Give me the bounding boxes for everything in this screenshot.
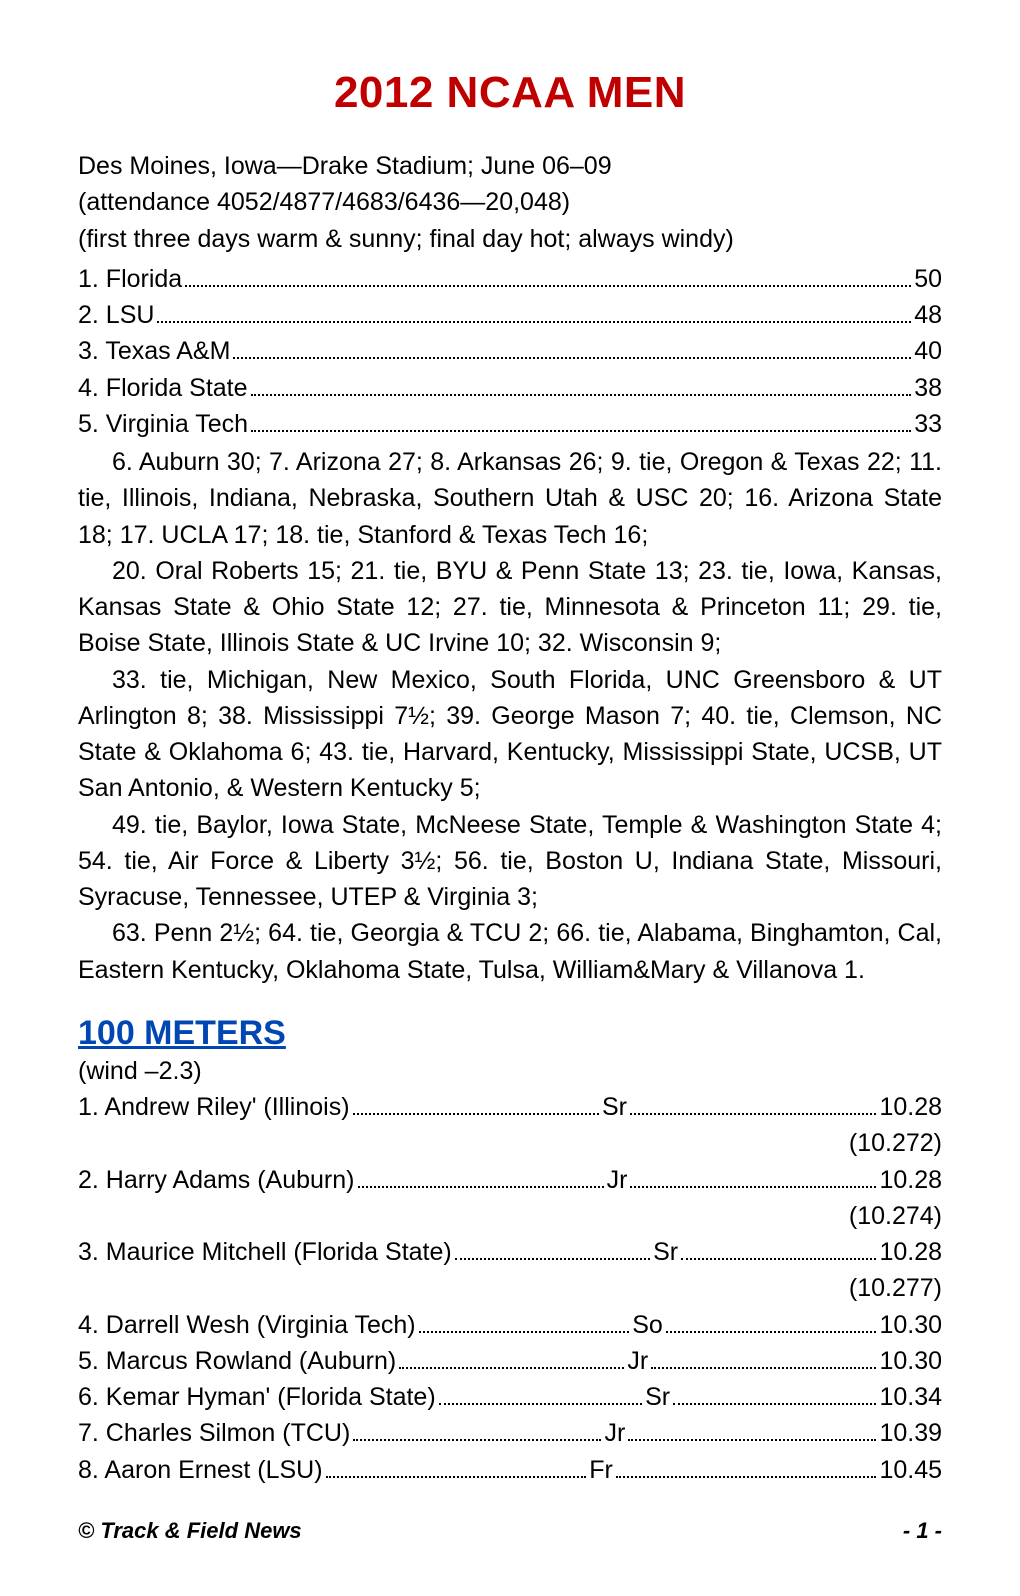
result-precise: (10.274) <box>78 1198 942 1234</box>
result-name: 7. Charles Silmon (TCU) <box>78 1415 350 1451</box>
standings-row: 5. Virginia Tech 33 <box>78 406 942 442</box>
result-row: 7. Charles Silmon (TCU) Jr 10.39 <box>78 1415 942 1451</box>
result-name: 5. Marcus Rowland (Auburn) <box>78 1343 396 1379</box>
standings-paragraph: 63. Penn 2½; 64. tie, Georgia & TCU 2; 6… <box>78 915 942 988</box>
standings-points: 40 <box>914 333 942 369</box>
dot-leader <box>326 1456 587 1477</box>
result-row: 2. Harry Adams (Auburn) Jr 10.28 <box>78 1162 942 1198</box>
meta-line: (first three days warm & sunny; final da… <box>78 221 942 257</box>
standings-team: 3. Texas A&M <box>78 333 230 369</box>
result-class: Fr <box>589 1452 613 1488</box>
result-class: Sr <box>653 1234 678 1270</box>
footer-right: - 1 - <box>903 1518 942 1544</box>
dot-leader <box>630 1094 876 1115</box>
dot-leader <box>251 374 912 395</box>
result-time: 10.30 <box>879 1307 942 1343</box>
result-precise: (10.272) <box>78 1125 942 1161</box>
standings-team: 1. Florida <box>78 261 182 297</box>
standings-paragraph: 49. tie, Baylor, Iowa State, McNeese Sta… <box>78 807 942 916</box>
result-class: So <box>632 1307 663 1343</box>
standings-team: 2. LSU <box>78 297 154 333</box>
result-row: 4. Darrell Wesh (Virginia Tech) So 10.30 <box>78 1307 942 1343</box>
dot-leader <box>439 1384 642 1405</box>
dot-leader <box>630 1166 876 1187</box>
standings-paragraph: 20. Oral Roberts 15; 21. tie, BYU & Penn… <box>78 553 942 662</box>
result-row: 3. Maurice Mitchell (Florida State) Sr 1… <box>78 1234 942 1270</box>
dot-leader <box>399 1348 624 1369</box>
result-precise: (10.277) <box>78 1270 942 1306</box>
standings-paragraph: 33. tie, Michigan, New Mexico, South Flo… <box>78 662 942 807</box>
page-title: 2012 NCAA MEN <box>78 68 942 118</box>
standings-table: 1. Florida502. LSU483. Texas A&M404. Flo… <box>78 261 942 442</box>
result-class: Jr <box>627 1343 648 1379</box>
dot-leader <box>419 1311 630 1332</box>
dot-leader <box>358 1166 604 1187</box>
dot-leader <box>251 411 911 432</box>
standings-points: 33 <box>914 406 942 442</box>
standings-paragraphs: 6. Auburn 30; 7. Arizona 27; 8. Arkansas… <box>78 444 942 988</box>
result-class: Sr <box>645 1379 670 1415</box>
result-row: 6. Kemar Hyman' (Florida State) Sr 10.34 <box>78 1379 942 1415</box>
result-name: 8. Aaron Ernest (LSU) <box>78 1452 323 1488</box>
standings-points: 38 <box>914 370 942 406</box>
standings-team: 4. Florida State <box>78 370 248 406</box>
standings-paragraph: 6. Auburn 30; 7. Arizona 27; 8. Arkansas… <box>78 444 942 553</box>
dot-leader <box>628 1420 876 1441</box>
result-row: 5. Marcus Rowland (Auburn) Jr 10.30 <box>78 1343 942 1379</box>
result-time: 10.30 <box>879 1343 942 1379</box>
meta-line: Des Moines, Iowa—Drake Stadium; June 06–… <box>78 148 942 184</box>
dot-leader <box>353 1420 601 1441</box>
standings-points: 50 <box>914 261 942 297</box>
result-name: 1. Andrew Riley' (Illinois) <box>78 1089 350 1125</box>
dot-leader <box>233 338 911 359</box>
standings-team: 5. Virginia Tech <box>78 406 248 442</box>
dot-leader <box>616 1456 877 1477</box>
standings-row: 3. Texas A&M 40 <box>78 333 942 369</box>
meta-line: (attendance 4052/4877/4683/6436—20,048) <box>78 184 942 220</box>
page-footer: © Track & Field News - 1 - <box>78 1518 942 1544</box>
standings-row: 1. Florida 50 <box>78 261 942 297</box>
standings-row: 2. LSU 48 <box>78 297 942 333</box>
meta-block: Des Moines, Iowa—Drake Stadium; June 06–… <box>78 148 942 257</box>
dot-leader <box>185 266 911 287</box>
result-class: Jr <box>607 1162 628 1198</box>
dot-leader <box>666 1311 877 1332</box>
result-class: Jr <box>604 1415 625 1451</box>
dot-leader <box>673 1384 876 1405</box>
dot-leader <box>651 1348 876 1369</box>
result-name: 2. Harry Adams (Auburn) <box>78 1162 355 1198</box>
event-title: 100 METERS <box>78 1014 942 1053</box>
dot-leader <box>353 1094 599 1115</box>
result-name: 4. Darrell Wesh (Virginia Tech) <box>78 1307 416 1343</box>
dot-leader <box>455 1239 650 1260</box>
result-time: 10.28 <box>879 1234 942 1270</box>
dot-leader <box>157 302 911 323</box>
result-time: 10.28 <box>879 1162 942 1198</box>
footer-left: © Track & Field News <box>78 1518 302 1544</box>
results-block: 1. Andrew Riley' (Illinois) Sr 10.28(10.… <box>78 1089 942 1488</box>
result-time: 10.45 <box>879 1452 942 1488</box>
result-time: 10.28 <box>879 1089 942 1125</box>
event-subtitle: (wind –2.3) <box>78 1053 942 1089</box>
standings-points: 48 <box>914 297 942 333</box>
result-name: 3. Maurice Mitchell (Florida State) <box>78 1234 452 1270</box>
standings-row: 4. Florida State 38 <box>78 370 942 406</box>
result-time: 10.39 <box>879 1415 942 1451</box>
result-name: 6. Kemar Hyman' (Florida State) <box>78 1379 436 1415</box>
dot-leader <box>681 1239 876 1260</box>
result-class: Sr <box>602 1089 627 1125</box>
result-row: 1. Andrew Riley' (Illinois) Sr 10.28 <box>78 1089 942 1125</box>
result-time: 10.34 <box>879 1379 942 1415</box>
result-row: 8. Aaron Ernest (LSU) Fr 10.45 <box>78 1452 942 1488</box>
